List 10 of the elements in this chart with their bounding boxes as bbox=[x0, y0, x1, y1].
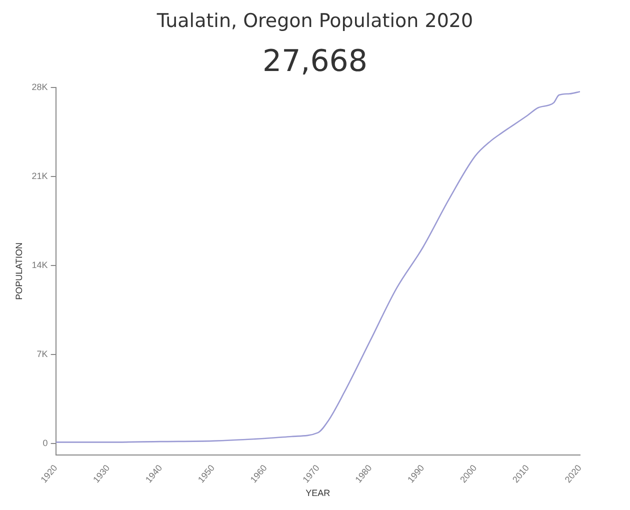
y-tick-label: 14K bbox=[32, 260, 48, 270]
y-tick-label: 28K bbox=[32, 82, 48, 92]
y-tick-label: 0 bbox=[42, 438, 48, 448]
chart-title: Tualatin, Oregon Population 2020 bbox=[156, 10, 474, 32]
x-axis-title: YEAR bbox=[306, 488, 331, 498]
chart-subtitle: 27,668 bbox=[262, 44, 368, 79]
y-tick-label: 7K bbox=[36, 348, 48, 359]
y-axis-title: POPULATION bbox=[14, 242, 24, 300]
line-series bbox=[56, 90, 580, 443]
y-tick-label: 21K bbox=[32, 170, 48, 181]
